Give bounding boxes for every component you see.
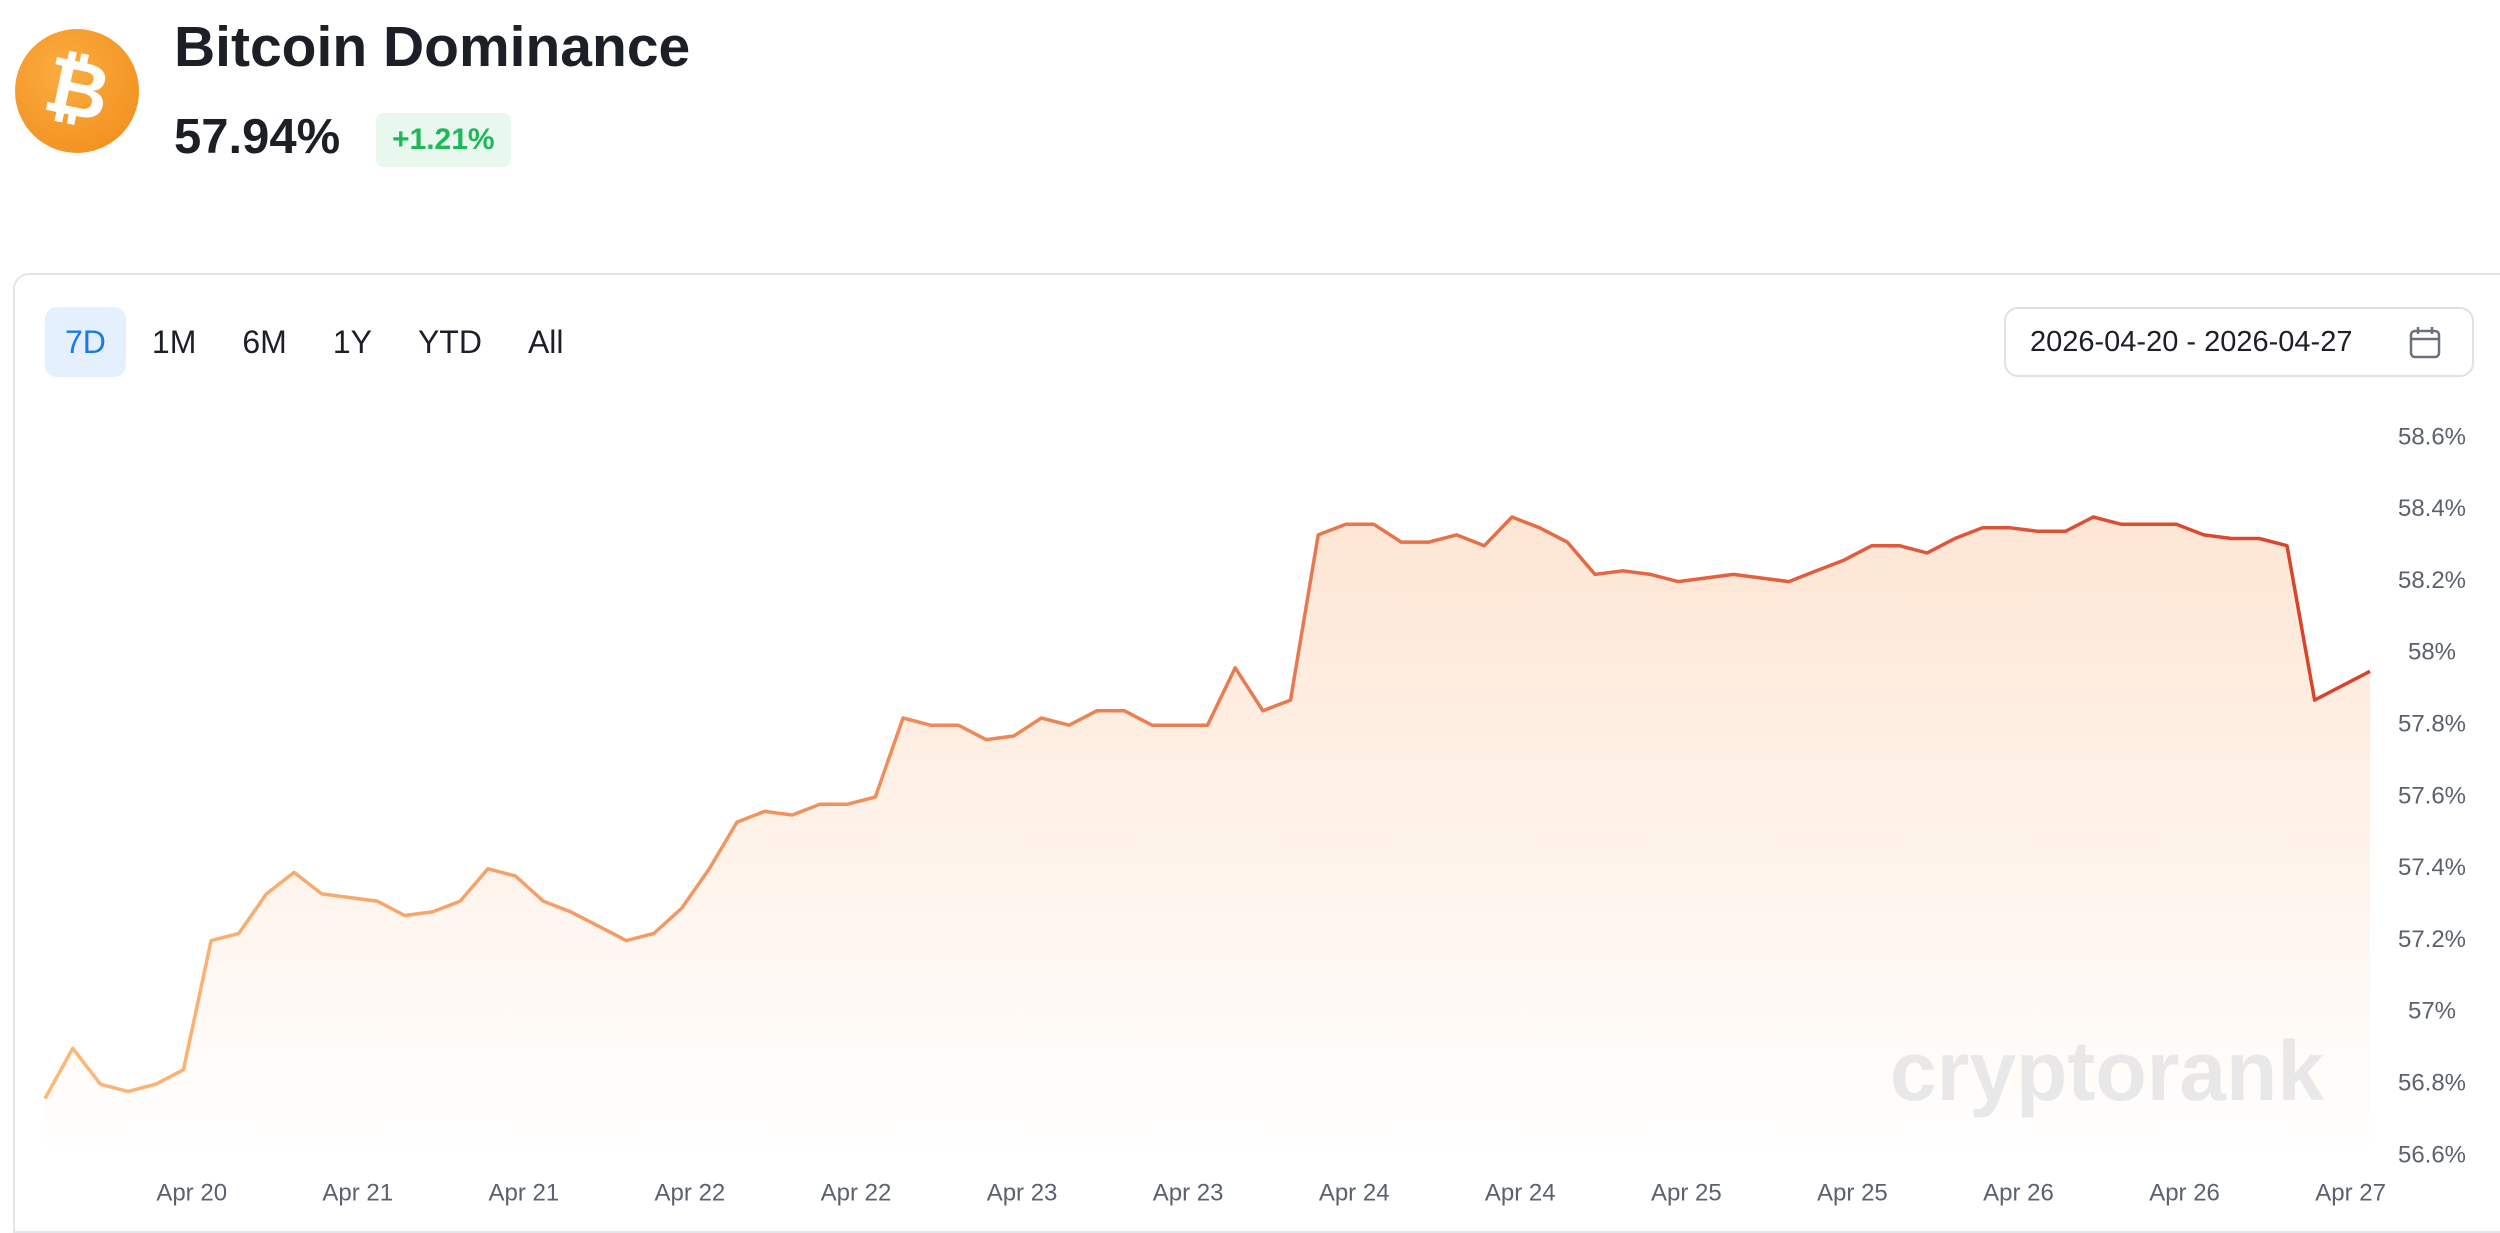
x-tick-label: Apr 23 bbox=[1153, 1179, 1224, 1206]
range-tabs: 7D 1M 6M 1Y YTD All bbox=[45, 307, 584, 377]
y-tick-label: 57.6% bbox=[2398, 782, 2466, 809]
x-tick-label: Apr 20 bbox=[156, 1179, 227, 1206]
title: Bitcoin Dominance bbox=[174, 15, 691, 79]
range-tab[interactable]: 7D bbox=[45, 307, 126, 377]
range-tab[interactable]: All bbox=[527, 324, 564, 360]
y-tick-label: 58.4% bbox=[2398, 495, 2466, 522]
x-tick-label: Apr 22 bbox=[655, 1179, 726, 1206]
bitcoin-icon: ₿ bbox=[15, 29, 139, 153]
y-tick-label: 58.2% bbox=[2398, 567, 2466, 594]
line bbox=[43, 515, 2371, 1100]
y-tick-label: 57.8% bbox=[2398, 711, 2466, 738]
change-badge: +1.21% bbox=[376, 113, 511, 167]
y-tick-label: 57.4% bbox=[2398, 854, 2466, 881]
calendar-icon bbox=[2409, 327, 2441, 359]
y-tick-label: 58% bbox=[2408, 639, 2456, 666]
x-tick-label: Apr 27 bbox=[2315, 1179, 2386, 1206]
y-tick-label: 56.6% bbox=[2398, 1141, 2466, 1168]
y-tick-label: 57% bbox=[2408, 998, 2456, 1025]
y-tick-label: 58.6% bbox=[2398, 423, 2466, 450]
x-tick-label: Apr 24 bbox=[1319, 1179, 1390, 1206]
x-tick-label: Apr 26 bbox=[1983, 1179, 2054, 1206]
x-tick-label: Apr 24 bbox=[1485, 1179, 1556, 1206]
dominance-value: 57.94% bbox=[174, 110, 341, 164]
x-tick-label: Apr 23 bbox=[987, 1179, 1058, 1206]
area bbox=[45, 517, 2370, 1156]
x-tick-label: Apr 25 bbox=[1651, 1179, 1722, 1206]
range-tab[interactable]: 1M bbox=[151, 324, 197, 360]
x-tick-label: Apr 26 bbox=[2149, 1179, 2220, 1206]
range-tab[interactable]: 6M bbox=[242, 324, 287, 360]
y-tick-label: 57.2% bbox=[2398, 926, 2466, 953]
x-tick-label: Apr 25 bbox=[1817, 1179, 1888, 1206]
date-range: 2026-04-20 - 2026-04-27 bbox=[2030, 326, 2353, 358]
x-tick-label: Apr 22 bbox=[821, 1179, 892, 1206]
range-tab[interactable]: YTD bbox=[417, 324, 482, 360]
x-tick-label: Apr 21 bbox=[488, 1179, 559, 1206]
y-tick-label: 56.8% bbox=[2398, 1070, 2466, 1097]
x-tick-label: Apr 21 bbox=[322, 1179, 393, 1206]
range-tab[interactable]: 1Y bbox=[332, 324, 372, 360]
date-range-picker[interactable]: 2026-04-20 - 2026-04-27 bbox=[2004, 307, 2474, 377]
